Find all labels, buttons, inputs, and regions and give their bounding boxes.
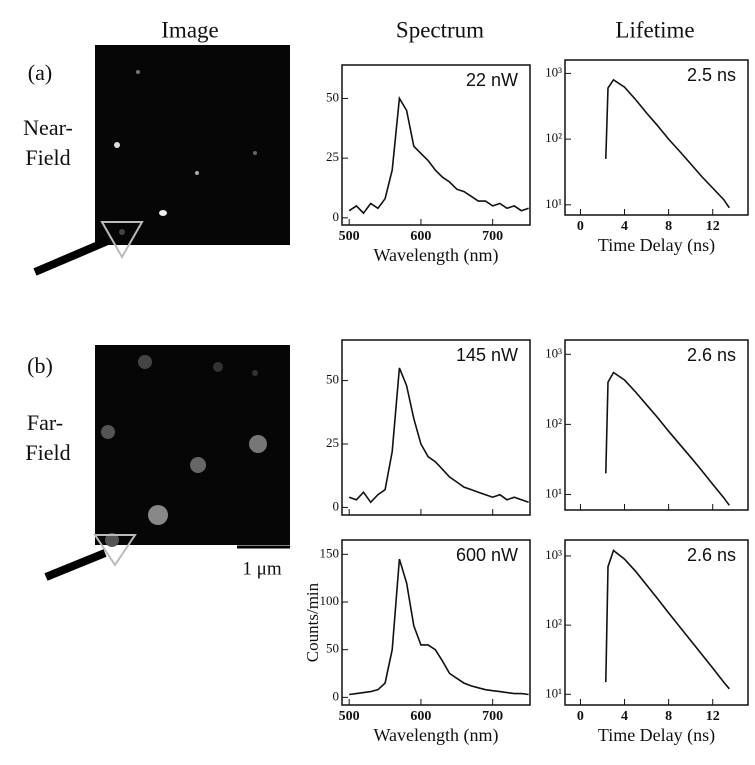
column-header: Lifetime (615, 17, 694, 42)
x-tick-label: 0 (577, 709, 584, 724)
near-field-image (33, 45, 290, 276)
annotation: 22 nW (466, 70, 518, 90)
x-tick-label: 4 (621, 709, 628, 724)
y-tick-label: 10² (545, 616, 562, 631)
x-axis-label: Wavelength (nm) (373, 245, 498, 266)
data-line (348, 367, 529, 504)
y-tick-label: 50 (326, 372, 339, 387)
data-line (605, 371, 730, 506)
panel-label: (b) (27, 353, 53, 378)
data-line (605, 78, 730, 209)
column-header: Image (161, 17, 218, 42)
x-axis-label: Wavelength (nm) (373, 725, 498, 746)
y-tick-label: 10¹ (545, 485, 562, 500)
y-tick-label: 10¹ (545, 196, 562, 211)
data-line (348, 95, 529, 215)
y-tick-label: 10¹ (545, 685, 562, 700)
y-tick-label: 50 (326, 89, 339, 104)
x-tick-label: 500 (339, 709, 360, 724)
x-tick-label: 8 (665, 219, 672, 234)
x-tick-label: 12 (706, 219, 720, 234)
annotation: 2.6 ns (687, 545, 736, 565)
x-tick-label: 8 (665, 709, 672, 724)
data-line (605, 549, 730, 690)
y-tick-label: 10² (545, 415, 562, 430)
x-tick-label: 12 (706, 709, 720, 724)
plot-frame (341, 539, 531, 706)
y-tick-label: 25 (326, 149, 339, 164)
panel-name: Near- (23, 115, 73, 140)
x-tick-label: 700 (482, 709, 503, 724)
y-tick-label: 10² (545, 130, 562, 145)
plot-frame (564, 539, 749, 706)
y-tick-label: 10³ (545, 547, 562, 562)
x-tick-label: 500 (339, 229, 360, 244)
data-line (349, 558, 529, 696)
x-axis-label: Time Delay (ns) (598, 725, 715, 746)
y-tick-label: 10³ (545, 64, 562, 79)
y-tick-label: 25 (326, 435, 339, 450)
annotation: 145 nW (456, 345, 518, 365)
x-tick-label: 700 (482, 229, 503, 244)
panel-name: Field (25, 145, 70, 170)
y-tick-label: 50 (326, 641, 339, 656)
annotation: 600 nW (456, 545, 518, 565)
y-tick-label: 150 (320, 545, 340, 560)
plot-frame (341, 64, 531, 226)
x-axis-label: Time Delay (ns) (598, 235, 715, 256)
annotation: 2.6 ns (687, 345, 736, 365)
y-tick-label: 0 (333, 209, 340, 224)
panel-name: Field (25, 440, 70, 465)
y-tick-label: 10³ (545, 345, 562, 360)
x-tick-label: 600 (410, 709, 431, 724)
scale-bar-label: 1 μm (242, 558, 281, 579)
far-field-image (44, 345, 290, 581)
annotation: 2.5 ns (687, 65, 736, 85)
panel-label: (a) (28, 60, 52, 85)
plot-frame (564, 339, 749, 511)
y-axis-label: Counts/min (303, 582, 322, 662)
plot-frame (564, 59, 749, 216)
plot-frame (341, 339, 531, 516)
x-tick-label: 0 (577, 219, 584, 234)
panel-name: Far- (27, 410, 63, 435)
column-header: Spectrum (396, 17, 484, 42)
y-tick-label: 0 (333, 498, 340, 513)
y-tick-label: 100 (320, 593, 340, 608)
x-tick-label: 600 (410, 229, 431, 244)
x-tick-label: 4 (621, 219, 628, 234)
y-tick-label: 0 (333, 688, 340, 703)
